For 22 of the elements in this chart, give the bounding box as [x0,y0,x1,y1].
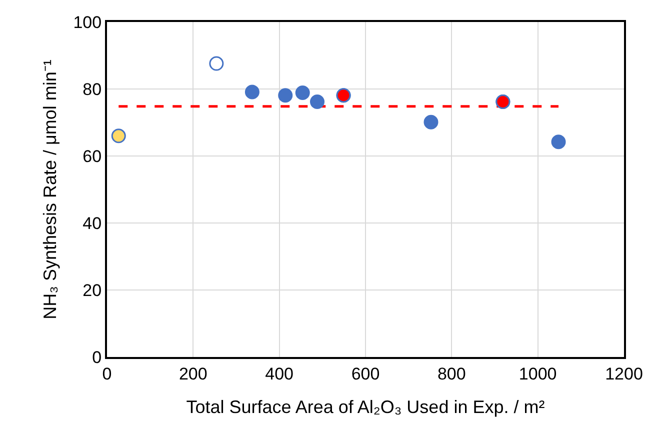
point [310,94,324,109]
point [278,88,293,103]
x-axis-title: Total Surface Area of Al₂O₃ Used in Exp. / m² [186,397,545,417]
x-tick-label: 800 [437,364,466,384]
point [295,85,310,100]
x-tick-label: 600 [351,364,380,384]
point [551,134,566,150]
point [244,84,260,100]
y-tick-label: 40 [82,214,102,233]
y-tick-label: 20 [82,280,102,300]
point [424,114,438,130]
y-tick-label: 80 [82,80,102,99]
y-axis-title: NH₃ Synthesis Rate / μmol min⁻¹ [40,60,60,320]
x-tick-label: 1200 [605,364,643,384]
x-tick-label: 200 [178,364,208,384]
x-tick-label: 400 [265,364,294,384]
y-tick-label: 100 [73,12,102,32]
y-tick-label: 0 [92,348,102,367]
y-tick-label: 60 [82,146,102,166]
x-tick-label: 1000 [518,364,557,384]
point [209,56,224,71]
point [111,128,126,144]
